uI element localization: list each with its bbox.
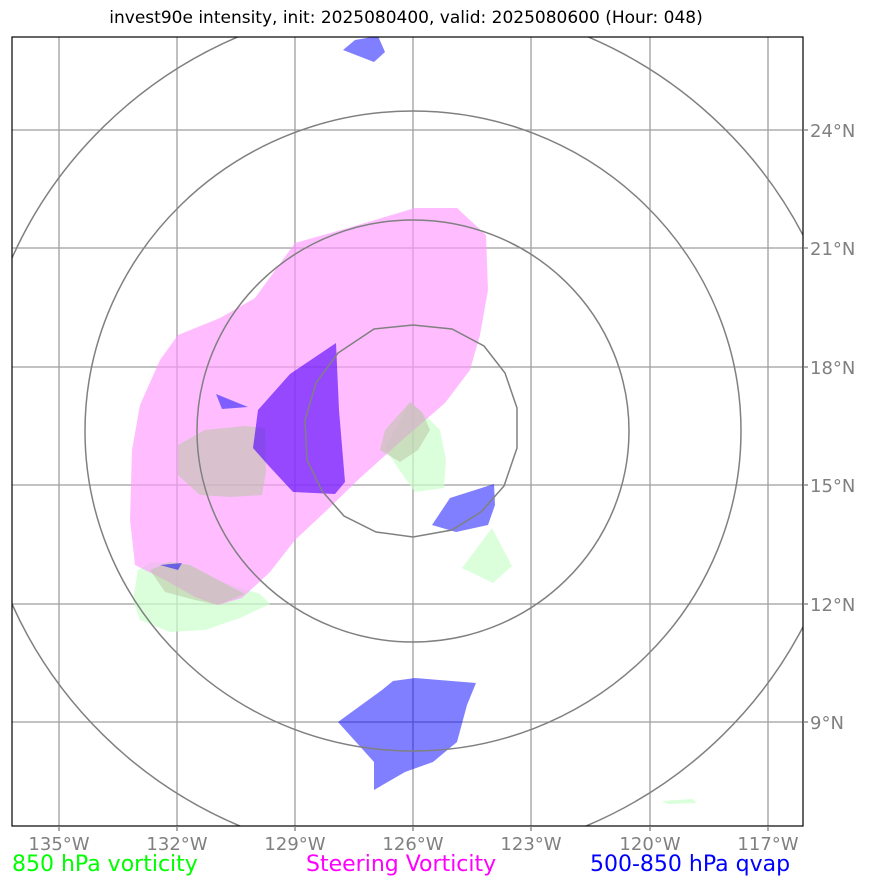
- lat-label: 9°N: [810, 713, 844, 734]
- qvap-layer: [160, 37, 495, 790]
- lat-tick-marks: [803, 129, 808, 723]
- lon-label: 126°W: [382, 834, 443, 855]
- qvap-area: [160, 563, 182, 570]
- vorticity-850-area: [662, 799, 697, 804]
- range-ring-3: [84, 110, 742, 752]
- lon-labels: 135°W 132°W 129°W 126°W 123°W 120°W 117°…: [28, 834, 798, 855]
- range-ring-2: [196, 219, 630, 643]
- lat-label: 12°N: [810, 595, 855, 616]
- qvap-area: [338, 678, 476, 790]
- lon-tick-marks: [58, 826, 769, 831]
- lat-label: 18°N: [810, 358, 855, 379]
- overlap-layer: [150, 402, 430, 605]
- lon-label: 129°W: [264, 834, 325, 855]
- qvap-area: [432, 484, 495, 532]
- range-ring-inner: [304, 324, 518, 538]
- lon-label: 132°W: [146, 834, 207, 855]
- overlap-area: [150, 562, 245, 605]
- map-title: invest90e intensity, init: 2025080400, v…: [109, 8, 703, 28]
- qvap-area: [343, 37, 385, 62]
- range-rings: [12, 37, 803, 826]
- lon-label: 120°W: [619, 834, 680, 855]
- lon-label: 117°W: [737, 834, 798, 855]
- legend-vorticity-850: 850 hPa vorticity: [12, 852, 198, 877]
- lat-label: 24°N: [810, 121, 855, 142]
- qvap-area: [216, 394, 248, 409]
- lon-label: 135°W: [28, 834, 89, 855]
- overlap-area: [380, 402, 430, 462]
- qvap-steering-overlap-layer: [253, 343, 345, 494]
- legend-qvap: 500-850 hPa qvap: [590, 852, 791, 877]
- legend-steering-vorticity: Steering Vorticity: [306, 852, 497, 877]
- plot-frame: [11, 36, 804, 827]
- lat-label: 15°N: [810, 476, 855, 497]
- lon-label: 123°W: [500, 834, 561, 855]
- vorticity-850-area: [462, 528, 512, 583]
- qvap-steering-overlap-area: [253, 343, 345, 494]
- lat-labels: 24°N 21°N 18°N 15°N 12°N 9°N: [810, 121, 855, 734]
- lat-label: 21°N: [810, 239, 855, 260]
- overlap-area: [178, 426, 266, 497]
